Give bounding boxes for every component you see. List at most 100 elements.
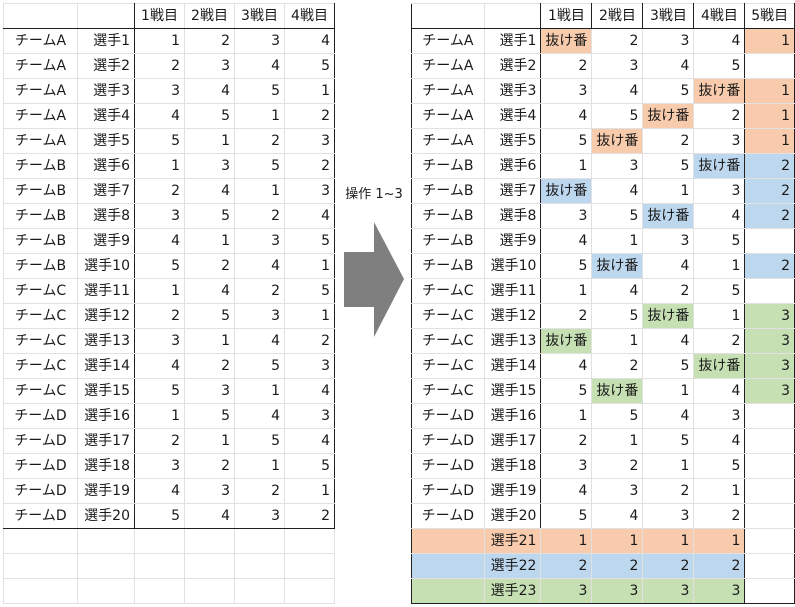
team-cell[interactable]: チームA	[3, 28, 78, 54]
score-cell[interactable]: 5	[693, 278, 746, 304]
score-cell[interactable]: 2	[642, 553, 695, 579]
team-cell[interactable]: チームC	[3, 353, 78, 379]
empty-cell[interactable]	[184, 578, 235, 604]
score-cell[interactable]: 1	[591, 528, 644, 554]
player-cell[interactable]: 選手9	[77, 228, 135, 254]
score-cell[interactable]: 5	[591, 403, 644, 429]
column-header[interactable]: 3戦目	[642, 3, 695, 29]
score-cell[interactable]: 3	[184, 153, 235, 179]
score-cell[interactable]: 4	[540, 478, 593, 504]
score-cell[interactable]: 5	[540, 503, 593, 529]
score-cell[interactable]: 5	[134, 128, 185, 154]
score-cell[interactable]: 2	[134, 53, 185, 79]
score-cell[interactable]: 2	[693, 553, 746, 579]
team-cell[interactable]: チームB	[3, 153, 78, 179]
score-cell[interactable]: 1	[184, 428, 235, 454]
column-header[interactable]: 2戦目	[591, 3, 644, 29]
score-cell[interactable]: 2	[184, 28, 235, 54]
score-cell[interactable]: 2	[642, 128, 695, 154]
score-cell[interactable]: 1	[642, 528, 695, 554]
score-cell[interactable]: 1	[284, 303, 335, 329]
player-cell[interactable]: 選手19	[77, 478, 135, 504]
player-cell[interactable]: 選手12	[483, 303, 542, 329]
score-cell[interactable]: 4	[184, 503, 235, 529]
team-cell[interactable]: チームC	[411, 328, 485, 354]
score-cell[interactable]: 1	[693, 478, 746, 504]
team-cell[interactable]	[411, 528, 485, 554]
score-cell[interactable]: 1	[540, 153, 593, 179]
empty-cell[interactable]	[77, 553, 135, 579]
player-cell[interactable]: 選手11	[483, 278, 542, 304]
score-cell[interactable]: 1	[744, 78, 795, 104]
score-cell[interactable]: 5	[134, 253, 185, 279]
score-cell[interactable]: 3	[591, 578, 644, 604]
score-cell[interactable]: 4	[184, 178, 235, 204]
player-cell[interactable]: 選手13	[77, 328, 135, 354]
team-cell[interactable]: チームD	[411, 478, 485, 504]
score-cell[interactable]: 3	[134, 453, 185, 479]
score-cell[interactable]: 3	[134, 203, 185, 229]
score-cell[interactable]: 4	[134, 228, 185, 254]
empty-cell[interactable]	[744, 578, 795, 604]
score-cell[interactable]: 4	[234, 328, 285, 354]
score-cell[interactable]: 2	[540, 553, 593, 579]
score-cell[interactable]: 4	[693, 203, 746, 229]
empty-cell[interactable]	[134, 553, 185, 579]
column-header[interactable]: 3戦目	[234, 3, 285, 29]
score-cell[interactable]: 5	[134, 378, 185, 404]
bye-cell[interactable]: 抜け番	[693, 78, 746, 104]
team-cell[interactable]: チームA	[411, 103, 485, 129]
score-cell[interactable]: 5	[642, 153, 695, 179]
score-cell[interactable]: 2	[540, 428, 593, 454]
team-cell[interactable]: チームD	[411, 453, 485, 479]
score-cell[interactable]: 5	[591, 203, 644, 229]
team-cell[interactable]: チームB	[3, 253, 78, 279]
player-cell[interactable]: 選手14	[77, 353, 135, 379]
score-cell[interactable]: 4	[284, 428, 335, 454]
team-cell[interactable]: チームC	[411, 303, 485, 329]
score-cell[interactable]: 3	[134, 78, 185, 104]
team-cell[interactable]: チームD	[3, 403, 78, 429]
score-cell[interactable]: 5	[234, 78, 285, 104]
score-cell[interactable]: 2	[693, 503, 746, 529]
score-cell[interactable]	[744, 478, 795, 504]
empty-cell[interactable]	[134, 578, 185, 604]
score-cell[interactable]: 3	[184, 378, 235, 404]
empty-cell[interactable]	[284, 553, 335, 579]
player-cell[interactable]: 選手16	[77, 403, 135, 429]
score-cell[interactable]: 3	[693, 128, 746, 154]
empty-cell[interactable]	[184, 528, 235, 554]
score-cell[interactable]: 2	[134, 178, 185, 204]
column-header[interactable]: 2戦目	[184, 3, 235, 29]
score-cell[interactable]: 1	[184, 128, 235, 154]
score-cell[interactable]: 5	[284, 228, 335, 254]
team-cell[interactable]: チームD	[411, 403, 485, 429]
column-header[interactable]: 1戦目	[540, 3, 593, 29]
team-cell[interactable]	[411, 553, 485, 579]
player-cell[interactable]: 選手19	[483, 478, 542, 504]
player-cell[interactable]: 選手16	[483, 403, 542, 429]
team-cell[interactable]: チームB	[411, 153, 485, 179]
score-cell[interactable]: 4	[591, 78, 644, 104]
column-header[interactable]: 4戦目	[284, 3, 335, 29]
score-cell[interactable]: 5	[540, 128, 593, 154]
score-cell[interactable]: 2	[591, 353, 644, 379]
score-cell[interactable]: 3	[744, 378, 795, 404]
bye-cell[interactable]: 抜け番	[693, 353, 746, 379]
column-header[interactable]: 1戦目	[134, 3, 185, 29]
score-cell[interactable]: 5	[234, 353, 285, 379]
team-cell[interactable]: チームD	[3, 478, 78, 504]
score-cell[interactable]: 1	[642, 453, 695, 479]
player-cell[interactable]: 選手5	[77, 128, 135, 154]
score-cell[interactable]: 1	[234, 103, 285, 129]
score-cell[interactable]: 4	[284, 28, 335, 54]
bye-cell[interactable]: 抜け番	[642, 203, 695, 229]
score-cell[interactable]: 3	[642, 228, 695, 254]
score-cell[interactable]: 5	[234, 428, 285, 454]
player-cell[interactable]: 選手1	[483, 28, 542, 54]
score-cell[interactable]: 5	[184, 103, 235, 129]
empty-cell[interactable]	[77, 528, 135, 554]
score-cell[interactable]: 3	[284, 128, 335, 154]
score-cell[interactable]: 5	[693, 228, 746, 254]
score-cell[interactable]: 1	[642, 378, 695, 404]
